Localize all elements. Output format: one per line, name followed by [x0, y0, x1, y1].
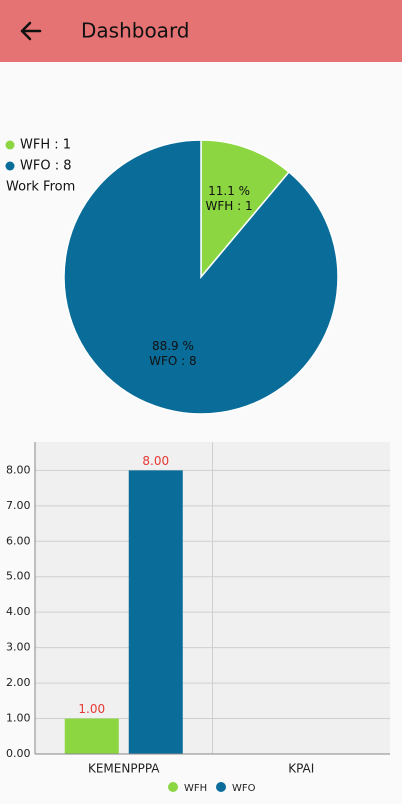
- value-label: 8.00: [142, 454, 169, 468]
- legend-label: WFH: [184, 783, 207, 794]
- slice-percent: 88.9 %: [152, 339, 194, 353]
- legend-label: WFH : 1: [20, 138, 71, 153]
- back-button[interactable]: [20, 21, 42, 41]
- legend-label: WFO : 8: [20, 159, 71, 174]
- legend-swatch: [5, 140, 15, 150]
- value-label: 1.00: [78, 702, 105, 716]
- pie-slice: [200, 139, 291, 280]
- y-tick-label: 0.00: [6, 747, 31, 760]
- y-tick-label: 1.00: [6, 712, 31, 725]
- back-arrow[interactable]: [20, 21, 42, 41]
- x-tick-label: KPAI: [288, 762, 314, 776]
- legend-swatch: [216, 782, 226, 792]
- y-tick-label: 3.00: [6, 641, 31, 654]
- bar: [64, 718, 119, 754]
- x-tick-label: KEMENPPPA: [88, 762, 160, 776]
- y-tick-label: 6.00: [6, 534, 31, 547]
- legend-title: Work From: [6, 180, 75, 195]
- app-title: Dashboard: [81, 19, 190, 43]
- y-tick-label: 5.00: [6, 570, 31, 583]
- legend-swatch: [5, 161, 15, 171]
- y-tick-label: 2.00: [6, 676, 31, 689]
- slice-percent: 11.1 %: [208, 184, 250, 198]
- y-tick-label: 7.00: [6, 499, 31, 512]
- y-tick-label: 4.00: [6, 605, 31, 618]
- y-tick-label: 8.00: [6, 463, 31, 476]
- bar: [128, 470, 183, 754]
- slice-label: WFH : 1: [206, 199, 253, 213]
- app-bar: [0, 0, 402, 62]
- legend-swatch: [168, 782, 178, 792]
- legend-label: WFO: [232, 783, 256, 794]
- pie-slice: [63, 139, 339, 415]
- slice-label: WFO : 8: [149, 354, 197, 368]
